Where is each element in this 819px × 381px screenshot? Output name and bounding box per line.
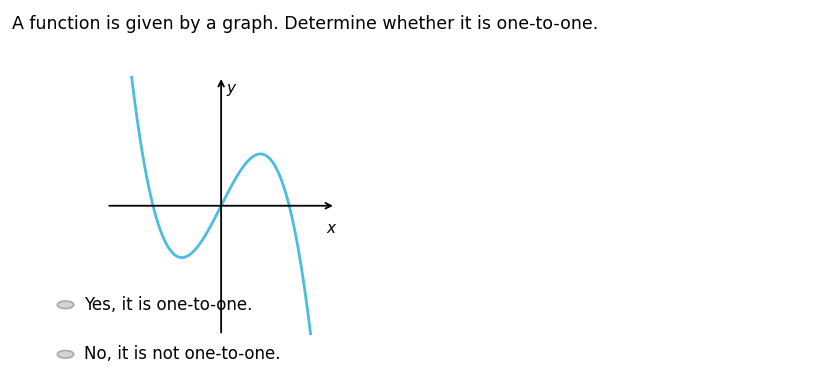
Text: Yes, it is one-to-one.: Yes, it is one-to-one. bbox=[84, 296, 252, 314]
Text: x: x bbox=[327, 221, 335, 236]
Text: No, it is not one-to-one.: No, it is not one-to-one. bbox=[84, 345, 280, 363]
Text: y: y bbox=[226, 80, 235, 96]
Text: A function is given by a graph. Determine whether it is one-to-one.: A function is given by a graph. Determin… bbox=[12, 15, 599, 33]
